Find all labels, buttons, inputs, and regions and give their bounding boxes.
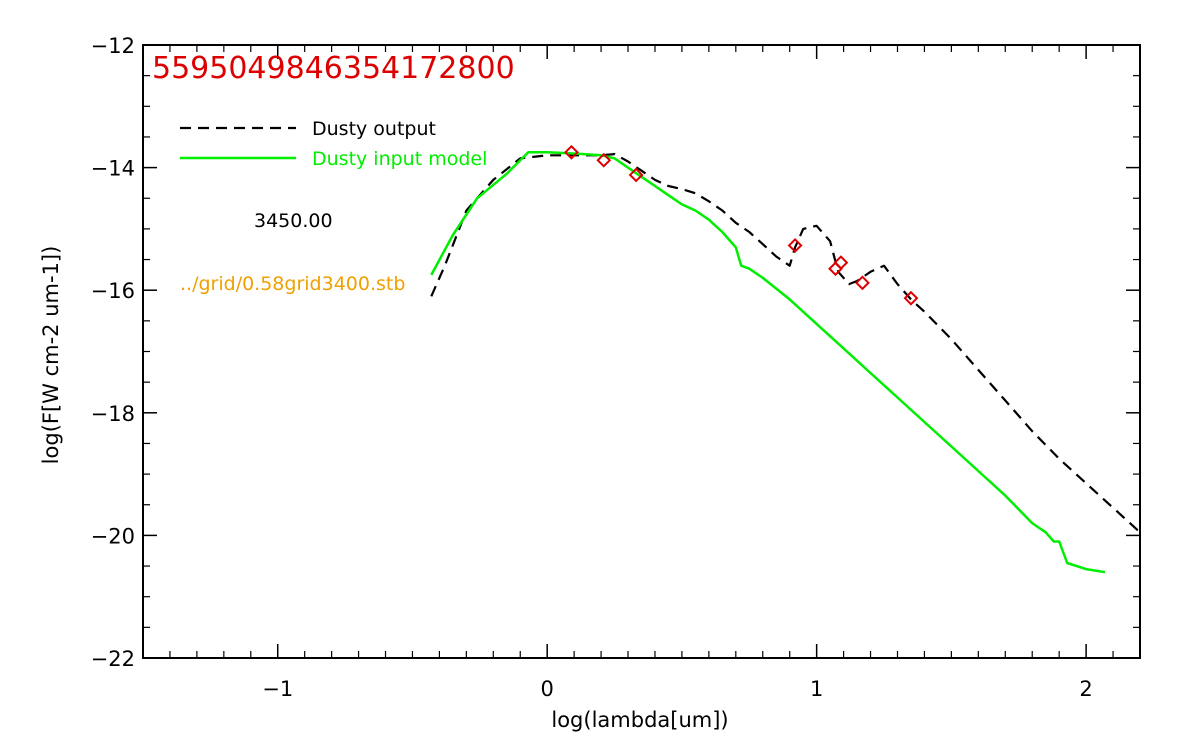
plot-frame xyxy=(142,44,1141,659)
y-axis-title: log(F[W cm-2 um-1]) xyxy=(39,246,63,465)
dusty-output-line xyxy=(430,153,1141,534)
chart-title: 55950498463541728​00 xyxy=(152,51,515,86)
x-axis-title: log(lambda[um]) xyxy=(551,708,728,732)
photometry-point xyxy=(628,167,644,183)
photometry-point xyxy=(833,255,849,271)
x-axis-ticks: −1 0 1 2 xyxy=(169,45,1141,701)
marker-layer xyxy=(564,144,919,306)
photometry-point xyxy=(564,144,579,160)
y-tick-label: −12 xyxy=(91,34,135,58)
photometry-point xyxy=(903,290,919,306)
y-tick-label: −16 xyxy=(91,279,135,303)
x-tick-label: −1 xyxy=(262,677,293,701)
photometry-point xyxy=(787,238,803,253)
dusty-input-model-line xyxy=(430,151,1106,574)
y-tick-label: −22 xyxy=(91,647,135,671)
series-layer xyxy=(430,151,1141,574)
y-tick-label: −18 xyxy=(91,402,135,426)
x-tick-label: 2 xyxy=(1079,677,1092,701)
y-tick-label: −14 xyxy=(91,157,135,181)
legend-label-dusty-input-model: Dusty input model xyxy=(312,148,487,170)
x-tick-label: 0 xyxy=(541,677,554,701)
legend: Dusty output Dusty input model xyxy=(180,118,487,170)
temperature-annotation: 3450.00 xyxy=(254,210,333,232)
grid-file-annotation: ../grid/0.58grid3400.stb xyxy=(180,273,405,295)
photometry-point xyxy=(596,152,612,168)
y-axis-ticks: −12 −14 −16 −18 −20 −22 xyxy=(91,34,1140,671)
legend-label-dusty-output: Dusty output xyxy=(312,118,436,140)
y-tick-label: −20 xyxy=(91,524,135,548)
photometry-point xyxy=(855,275,870,291)
x-tick-label: 1 xyxy=(810,677,823,701)
